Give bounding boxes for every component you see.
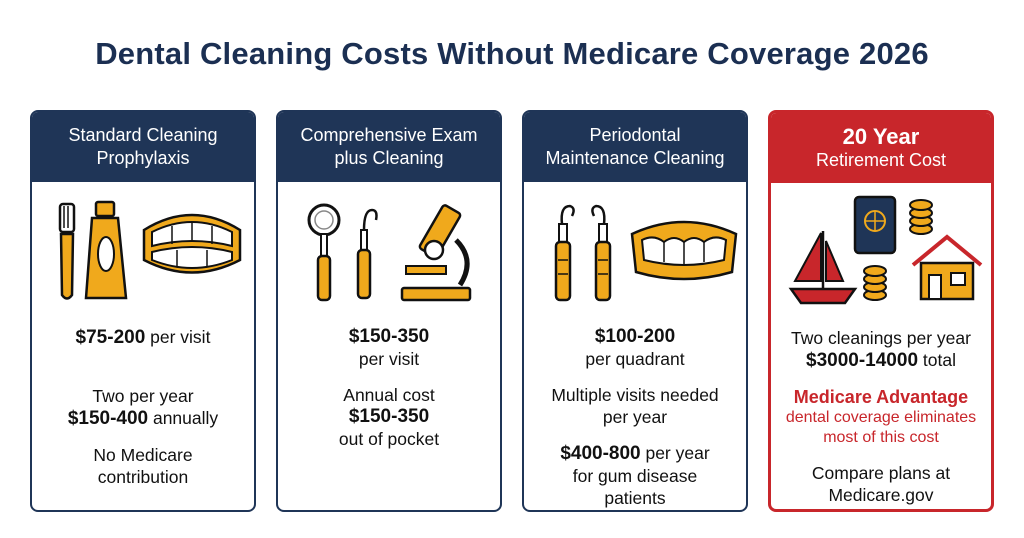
visits-note-2: per year [602,407,668,427]
icon-row [278,190,500,315]
price-unit: per visit [358,349,420,369]
coverage-note: dental coverage eliminates [785,409,977,426]
price: $100-200 [594,326,676,347]
card-header-big: 20 Year [842,124,920,149]
dental-mirror-icon [307,203,341,302]
card-comprehensive-exam: Comprehensive Exam plus Cleaning [276,110,502,512]
card-periodontal-maintenance: Periodontal Maintenance Cleaning [522,110,748,512]
card-standard-cleaning: Standard Cleaning Prophylaxis [30,110,256,512]
card-header-line: Maintenance Cleaning [545,148,725,168]
card-retirement-cost: 20 Year Retirement Cost [768,110,994,512]
toothbrush-icon [58,202,76,300]
patient-note-2: patients [604,488,666,508]
teeth-icon [142,213,242,274]
page-title: Dental Cleaning Costs Without Medicare C… [95,36,929,71]
compare-note: Compare plans at [811,463,951,483]
coins-icon [863,199,933,301]
medicare-note: No Medicare [93,445,193,465]
medicare-link[interactable]: Medicare.gov [828,485,934,505]
icon-row [32,190,254,315]
visits-note: Multiple visits needed [551,385,719,405]
sailboat-icon [788,231,858,305]
annual-suffix: per year [640,443,710,463]
scaler-icon [591,204,612,302]
annual-cost: $150-400 [67,408,149,429]
gums-icon [630,220,738,281]
price: $150-350 [348,326,430,347]
medicare-note-2: contribution [97,467,189,487]
passport-icon [853,195,897,255]
card-header-line: Periodontal [589,125,681,145]
total-suffix: total [918,350,956,370]
patient-note: for gum disease [572,466,698,486]
cleanings-note: Two cleanings per year [791,328,971,348]
card-header: 20 Year Retirement Cost [771,113,991,183]
medicare-advantage-heading: Medicare Advantage [793,387,969,407]
card-header-line: Standard Cleaning [68,125,218,145]
annual-suffix: annually [148,408,219,428]
scaler-icon [554,204,575,302]
card-header-line: plus Cleaning [334,148,444,168]
house-icon [911,234,983,301]
coverage-note-2: most of this cost [823,429,939,446]
annual-label: Annual cost [343,385,435,405]
out-of-pocket-note: out of pocket [338,429,440,449]
dental-probe-icon [356,208,378,300]
card-header: Comprehensive Exam plus Cleaning [278,112,500,182]
card-header-line: Prophylaxis [96,148,190,168]
microscope-icon [400,204,472,302]
card-header-small: Retirement Cost [815,150,947,170]
annual-cost: $400-800 [560,443,641,464]
price-unit: per quadrant [585,349,685,369]
total-cost: $3000-14000 [806,350,919,371]
card-header-line: Comprehensive Exam [300,125,478,145]
annual-cost: $150-350 [348,406,430,427]
frequency-text: Two per year [92,386,194,406]
icon-row [771,191,991,316]
card-header: Periodontal Maintenance Cleaning [524,112,746,182]
icon-row [524,190,746,315]
price-suffix: per visit [145,327,211,347]
toothpaste-icon [84,200,128,300]
price: $75-200 [75,327,146,348]
card-header: Standard Cleaning Prophylaxis [32,112,254,182]
